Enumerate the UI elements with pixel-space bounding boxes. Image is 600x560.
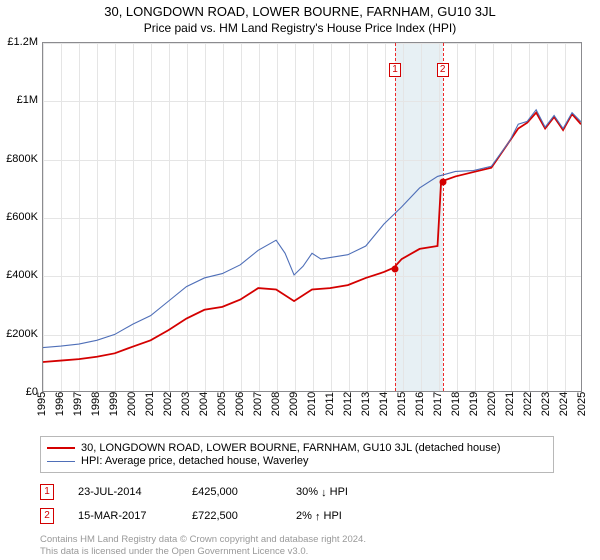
- sale-marker-icon: 1: [389, 63, 401, 77]
- x-tick-label: 2001: [144, 392, 156, 416]
- x-tick-label: 2013: [360, 392, 372, 416]
- x-tick-label: 2020: [486, 392, 498, 416]
- x-tick-label: 2006: [234, 392, 246, 416]
- transaction-date: 23-JUL-2014: [78, 486, 168, 498]
- x-tick-label: 1995: [36, 392, 48, 416]
- x-tick-label: 1998: [90, 392, 102, 416]
- x-tick-label: 2017: [432, 392, 444, 416]
- y-tick-label: £1M: [17, 94, 38, 106]
- x-tick-label: 2008: [270, 392, 282, 416]
- x-tick-label: 2021: [504, 392, 516, 416]
- y-tick-label: £400K: [6, 269, 38, 281]
- x-tick-label: 1996: [54, 392, 66, 416]
- sale-dot: [392, 266, 399, 273]
- x-tick-label: 2022: [522, 392, 534, 416]
- line-series: [43, 43, 581, 391]
- transaction-row: 1 23-JUL-2014 £425,000 30% ↓ HPI: [40, 484, 348, 500]
- x-tick-label: 1997: [72, 392, 84, 416]
- series-property: [43, 113, 581, 362]
- transaction-marker: 2: [40, 508, 54, 524]
- arrow-up-icon: ↑: [315, 511, 321, 523]
- transaction-delta: 30% ↓ HPI: [296, 486, 348, 498]
- footer: Contains HM Land Registry data © Crown c…: [40, 534, 366, 558]
- x-tick-label: 2000: [126, 392, 138, 416]
- y-tick-label: £800K: [6, 153, 38, 165]
- legend-label: 30, LONGDOWN ROAD, LOWER BOURNE, FARNHAM…: [81, 442, 501, 454]
- legend-swatch: [47, 461, 75, 462]
- x-tick-label: 2025: [576, 392, 588, 416]
- x-tick-label: 2015: [396, 392, 408, 416]
- transaction-price: £425,000: [192, 486, 272, 498]
- sale-marker-icon: 2: [437, 63, 449, 77]
- arrow-down-icon: ↓: [321, 487, 327, 499]
- legend-row: 30, LONGDOWN ROAD, LOWER BOURNE, FARNHAM…: [47, 442, 547, 454]
- legend-row: HPI: Average price, detached house, Wave…: [47, 455, 547, 467]
- transaction-row: 2 15-MAR-2017 £722,500 2% ↑ HPI: [40, 508, 342, 524]
- chart-title: 30, LONGDOWN ROAD, LOWER BOURNE, FARNHAM…: [0, 4, 600, 19]
- sale-dot: [439, 179, 446, 186]
- y-tick-label: £600K: [6, 211, 38, 223]
- x-tick-label: 2003: [180, 392, 192, 416]
- series-hpi: [43, 110, 581, 348]
- legend-label: HPI: Average price, detached house, Wave…: [81, 455, 308, 467]
- chart-subtitle: Price paid vs. HM Land Registry's House …: [0, 21, 600, 35]
- transaction-price: £722,500: [192, 510, 272, 522]
- y-tick-label: £1.2M: [7, 36, 38, 48]
- x-tick-label: 2018: [450, 392, 462, 416]
- x-tick-label: 2024: [558, 392, 570, 416]
- x-tick-label: 2016: [414, 392, 426, 416]
- transaction-marker: 1: [40, 484, 54, 500]
- transaction-delta: 2% ↑ HPI: [296, 510, 342, 522]
- chart-plot-area: 12: [42, 42, 582, 392]
- x-tick-label: 1999: [108, 392, 120, 416]
- x-tick-label: 2012: [342, 392, 354, 416]
- y-tick-label: £200K: [6, 328, 38, 340]
- x-tick-label: 2011: [324, 392, 336, 416]
- x-tick-label: 2002: [162, 392, 174, 416]
- legend-swatch: [47, 447, 75, 449]
- x-tick-label: 2014: [378, 392, 390, 416]
- transaction-date: 15-MAR-2017: [78, 510, 168, 522]
- x-tick-label: 2010: [306, 392, 318, 416]
- legend: 30, LONGDOWN ROAD, LOWER BOURNE, FARNHAM…: [40, 436, 554, 473]
- x-tick-label: 2007: [252, 392, 264, 416]
- x-tick-label: 2004: [198, 392, 210, 416]
- x-tick-label: 2023: [540, 392, 552, 416]
- x-tick-label: 2019: [468, 392, 480, 416]
- x-tick-label: 2009: [288, 392, 300, 416]
- x-tick-label: 2005: [216, 392, 228, 416]
